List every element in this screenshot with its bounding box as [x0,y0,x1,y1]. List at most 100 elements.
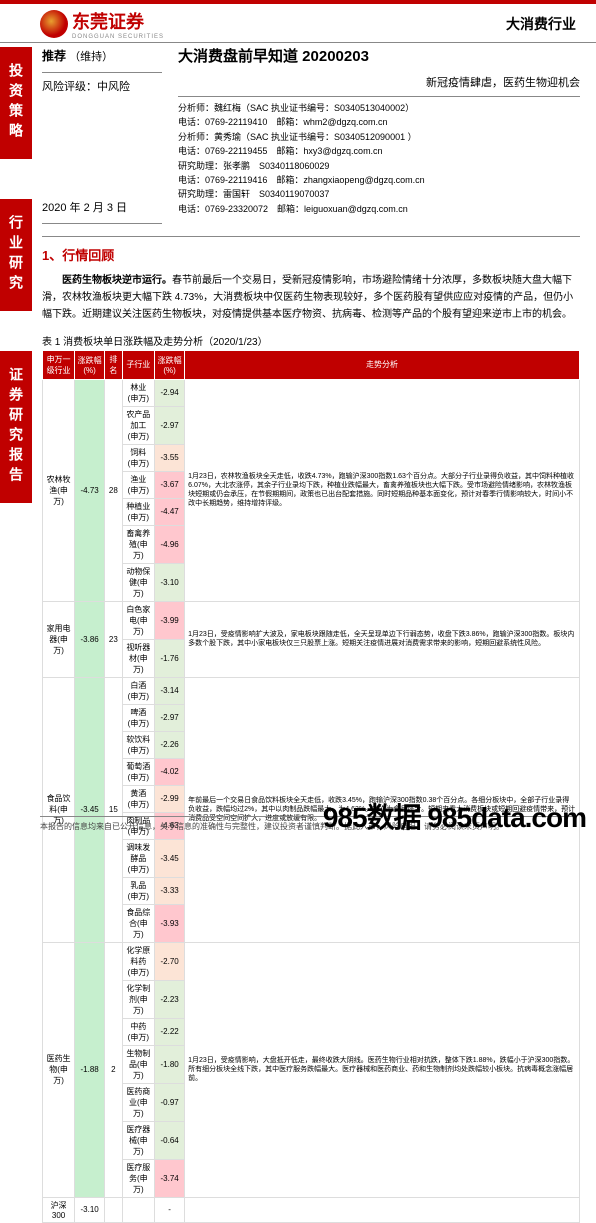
sub-chg-cell: -3.93 [155,904,185,942]
chg-cell: -3.86 [75,601,105,677]
sidebar-block: 行业研究 [0,199,32,311]
sub-chg-cell: -2.26 [155,731,185,758]
analysis-cell [185,1197,580,1222]
body-paragraph: 医药生物板块逆市运行。春节前最后一个交易日，受新冠疫情影响，市场避险情绪十分浓厚… [42,272,580,323]
sub-industry-cell: 乳品(申万) [122,877,155,904]
th: 子行业 [122,350,155,379]
sub-chg-cell: -3.99 [155,601,185,639]
sub-chg-cell: -2.22 [155,1018,185,1045]
sub-industry-cell: 食品综合(申万) [122,904,155,942]
divider [42,236,580,237]
watermark: 985数据 985data.com [323,796,586,836]
sub-industry-cell: 医疗服务(申万) [122,1159,155,1197]
industry-cell: 食品饮料(申万) [43,677,75,942]
analyst-block: 分析师：魏红梅（SAC 执业证书编号：S0340513040002） 电话：07… [178,96,580,216]
sub-industry-cell: 种植业(申万) [122,498,155,525]
sub-chg-cell: -3.10 [155,563,185,601]
report-category: 大消费行业 [506,14,576,34]
sub-industry-cell: 化学制剂(申万) [122,980,155,1018]
sub-chg-cell: -4.47 [155,498,185,525]
right-meta: 大消费盘前早知道 20200203 新冠疫情肆虐，医药生物迎机会 分析师：魏红梅… [178,45,580,228]
analysis-cell: 1月23日，受疫情影响，大盘抵开低走，最终收跌大阴线。医药生物行业相对抗跌，整体… [185,942,580,1197]
sub-industry-cell: 葡萄酒(申万) [122,758,155,785]
analyst-row: 电话：0769-23320072 邮箱：leiguoxuan@dgzq.com.… [178,202,580,216]
report-date: 2020 年 2 月 3 日 [42,198,162,219]
chg-cell: -3.10 [75,1197,105,1222]
content-area: 推荐 （维持） 风险评级：中风险 2020 年 2 月 3 日 大消费盘前早知道… [34,43,596,1223]
sub-chg-cell: -1.76 [155,639,185,677]
sidebar: 投资策略 行业研究 证券研究报告 [0,43,34,1223]
sub-industry-cell: 中药(申万) [122,1018,155,1045]
sub-industry-cell: 软饮料(申万) [122,731,155,758]
rank-cell: 28 [105,379,122,601]
sub-industry-cell: 畜禽养殖(申万) [122,525,155,563]
sub-industry-cell: 视听器材(申万) [122,639,155,677]
sub-industry-cell [122,1197,155,1222]
analysis-cell: 1月23日，受疫情影响扩大波及，家电板块跟随走低，全天呈现单边下行弱态势，收盘下… [185,601,580,677]
chg-cell: -3.45 [75,677,105,942]
industry-cell: 沪深300 [43,1197,75,1222]
sub-industry-cell: 医药商业(申万) [122,1083,155,1121]
sub-industry-cell: 黄酒(申万) [122,785,155,812]
industry-cell: 农林牧渔(申万) [43,379,75,601]
analyst-row: 分析师：魏红梅（SAC 执业证书编号：S0340513040002） [178,101,580,115]
sidebar-block: 投资策略 [0,47,32,159]
sub-chg-cell: -2.23 [155,980,185,1018]
sub-chg-cell: -2.97 [155,704,185,731]
th: 涨跌幅(%) [155,350,185,379]
meta-block: 推荐 （维持） 风险评级：中风险 2020 年 2 月 3 日 大消费盘前早知道… [42,45,580,228]
th: 走势分析 [185,350,580,379]
sub-chg-cell: -3.67 [155,471,185,498]
risk-label: 风险评级：中风险 [42,77,162,98]
sub-industry-cell: 啤酒(申万) [122,704,155,731]
recommend-note: （维持） [69,51,113,63]
sub-chg-cell: -2.99 [155,785,185,812]
sub-chg-cell: -3.74 [155,1159,185,1197]
rank-cell: 15 [105,677,122,942]
sub-industry-cell: 饲料(申万) [122,444,155,471]
th: 排名 [105,350,122,379]
sub-chg-cell: -2.97 [155,406,185,444]
sub-chg-cell: - [155,1197,185,1222]
logo-icon [40,10,68,38]
section-title: 1、行情回顾 [42,245,580,264]
sub-industry-cell: 动物保健(申万) [122,563,155,601]
table-row: 家用电器(申万)-3.8623白色家电(申万)-3.991月23日，受疫情影响扩… [43,601,580,639]
sub-chg-cell: -3.33 [155,877,185,904]
company-name: 东莞证券 [72,8,164,34]
analyst-row: 分析师：黄秀瑜（SAC 执业证书编号：S0340512090001 ） [178,130,580,144]
company-logo: 东莞证券 DONGGUAN SECURITIES [40,8,164,40]
sub-industry-cell: 白酒(申万) [122,677,155,704]
report-title: 大消费盘前早知道 20200203 [178,45,580,66]
sub-industry-cell: 生物制品(申万) [122,1045,155,1083]
th: 涨跌幅(%) [75,350,105,379]
recommend-label: 推荐 [42,49,66,63]
table-header-row: 申万一级行业 涨跌幅(%) 排名 子行业 涨跌幅(%) 走势分析 [43,350,580,379]
analyst-row: 电话：0769-22119455 邮箱：hxy3@dgzq.com.cn [178,144,580,158]
sub-industry-cell: 白色家电(申万) [122,601,155,639]
sub-chg-cell: -4.96 [155,525,185,563]
chg-cell: -1.88 [75,942,105,1197]
sub-industry-cell: 调味发酵品(申万) [122,839,155,877]
analyst-row: 研究助理：雷国轩 S0340119070037 [178,187,580,201]
th: 申万一级行业 [43,350,75,379]
sub-industry-cell: 林业(申万) [122,379,155,406]
report-subtitle: 新冠疫情肆虐，医药生物迎机会 [178,74,580,90]
table-title: 表 1 消费板块单日涨跌幅及走势分析（2020/1/23） [42,333,580,348]
sub-industry-cell: 化学原料药(申万) [122,942,155,980]
sub-chg-cell: -0.64 [155,1121,185,1159]
sub-chg-cell: -0.97 [155,1083,185,1121]
rank-cell: 23 [105,601,122,677]
chg-cell: -4.73 [75,379,105,601]
left-meta: 推荐 （维持） 风险评级：中风险 2020 年 2 月 3 日 [42,45,162,228]
sub-industry-cell: 渔业(申万) [122,471,155,498]
table-row: 农林牧渔(申万)-4.7328林业(申万)-2.941月23日，农林牧渔板块全天… [43,379,580,406]
header: 东莞证券 DONGGUAN SECURITIES 大消费行业 [0,4,596,43]
sub-industry-cell: 农产品加工(申万) [122,406,155,444]
sub-chg-cell: -3.14 [155,677,185,704]
sub-chg-cell: -2.94 [155,379,185,406]
sub-chg-cell: -1.80 [155,1045,185,1083]
company-name-en: DONGGUAN SECURITIES [72,34,164,40]
analyst-row: 电话：0769-22119416 邮箱：zhangxiaopeng@dgzq.c… [178,173,580,187]
rank-cell: 2 [105,942,122,1197]
